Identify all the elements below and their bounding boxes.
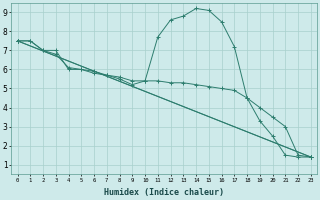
X-axis label: Humidex (Indice chaleur): Humidex (Indice chaleur) bbox=[104, 188, 224, 197]
